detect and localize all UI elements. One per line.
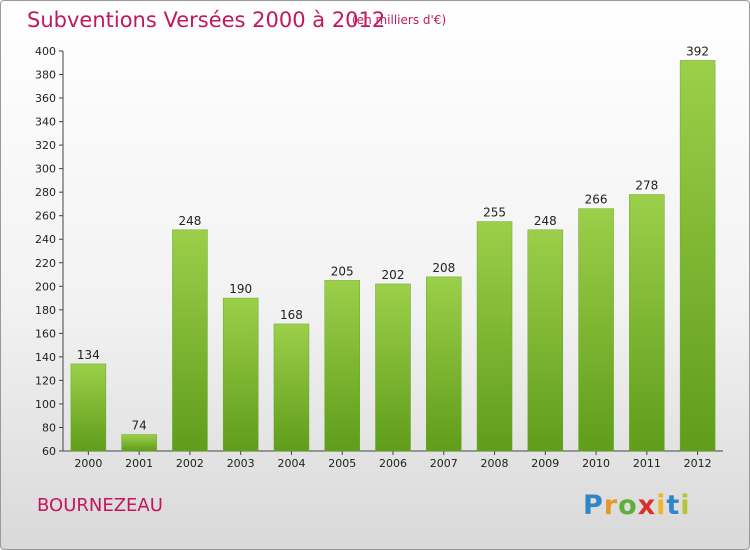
bar-2003 [222, 297, 259, 452]
y-tick-label: 260 [35, 210, 56, 223]
bar-2001 [121, 434, 157, 452]
bar-2011 [629, 194, 665, 452]
y-tick-label: 180 [35, 304, 56, 317]
x-tick-label-2006: 2006 [379, 457, 407, 470]
bar-2012 [679, 60, 716, 452]
bar-2004 [273, 323, 310, 452]
y-tick-label: 280 [35, 186, 56, 199]
y-tick-label: 100 [35, 398, 56, 411]
x-tick-label-2004: 2004 [277, 457, 305, 470]
data-label-2009: 248 [534, 214, 557, 228]
data-label-2011: 278 [635, 179, 658, 193]
x-tick-label-2008: 2008 [481, 457, 509, 470]
x-tick-label-2001: 2001 [125, 457, 153, 470]
bar-2008 [476, 221, 513, 452]
y-tick-label: 360 [35, 92, 56, 105]
commune-name: BOURNEZEAU [37, 495, 163, 516]
data-label-2000: 134 [77, 348, 100, 362]
x-tick-label-2003: 2003 [227, 457, 255, 470]
data-label-2005: 205 [331, 264, 354, 278]
y-tick-label: 80 [42, 421, 56, 434]
y-tick-label: 380 [35, 69, 56, 82]
y-tick-label: 320 [35, 139, 56, 152]
x-tick-label-2007: 2007 [430, 457, 458, 470]
y-tick-label: 240 [35, 233, 56, 246]
x-tick-label-2009: 2009 [531, 457, 559, 470]
chart-title: Subventions Versées 2000 à 2012 [27, 8, 386, 32]
y-tick-label: 200 [35, 280, 56, 293]
data-label-2003: 190 [229, 282, 252, 296]
y-tick-label: 60 [42, 445, 56, 458]
data-label-2008: 255 [483, 206, 506, 220]
y-tick-label: 160 [35, 327, 56, 340]
bar-2010 [578, 208, 614, 452]
x-tick-label-2011: 2011 [633, 457, 661, 470]
y-tick-label: 400 [35, 45, 56, 58]
data-label-2007: 208 [432, 261, 455, 275]
data-label-2004: 168 [280, 308, 303, 322]
y-tick-label: 220 [35, 257, 56, 270]
bar-2007 [426, 276, 462, 452]
data-label-2002: 248 [178, 214, 201, 228]
y-tick-label: 340 [35, 116, 56, 129]
bar-2006 [375, 283, 411, 452]
data-label-2001: 74 [132, 419, 147, 433]
x-tick-label-2012: 2012 [684, 457, 712, 470]
chart-subtitle: (en milliers d'€) [352, 13, 447, 27]
y-tick-label: 300 [35, 163, 56, 176]
x-tick-label-2000: 2000 [74, 457, 102, 470]
x-tick-label-2005: 2005 [328, 457, 356, 470]
bar-2005 [324, 280, 360, 452]
bar-2002 [172, 229, 208, 452]
y-tick-label: 120 [35, 374, 56, 387]
data-label-2006: 202 [382, 268, 405, 282]
bar-2000 [70, 363, 107, 452]
bar-2009 [527, 229, 564, 452]
x-tick-label-2002: 2002 [176, 457, 204, 470]
proxiti-logo: Proxiti [583, 490, 691, 521]
data-label-2012: 392 [686, 44, 709, 58]
data-label-2010: 266 [585, 193, 608, 207]
x-tick-label-2010: 2010 [582, 457, 610, 470]
y-tick-label: 140 [35, 351, 56, 364]
